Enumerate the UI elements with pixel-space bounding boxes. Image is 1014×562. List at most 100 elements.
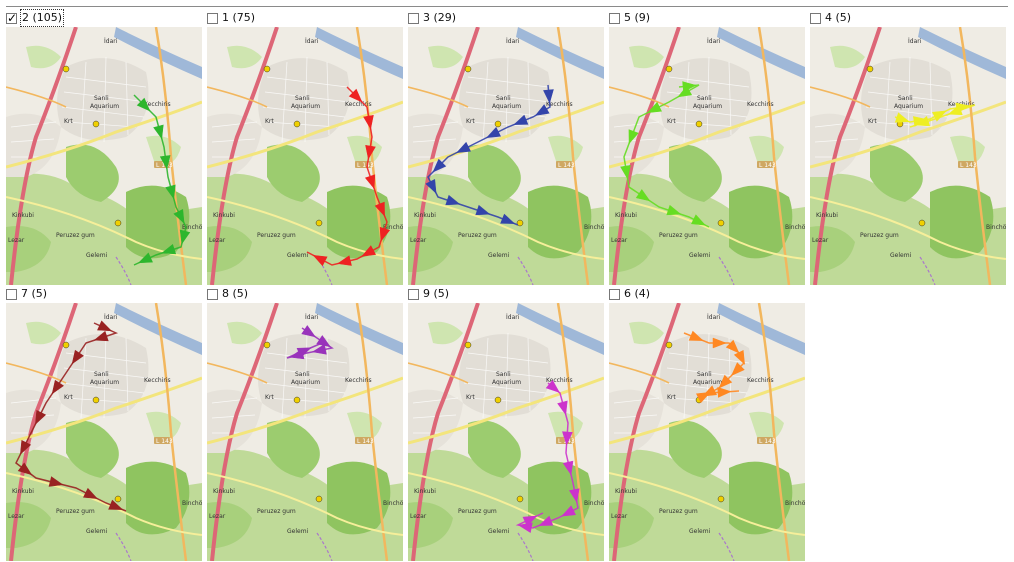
route-arrow <box>20 440 32 455</box>
panel-header[interactable]: 3 (29) <box>408 10 456 26</box>
svg-text:Krt: Krt <box>466 118 475 125</box>
svg-text:Sanli: Sanli <box>496 371 511 378</box>
svg-text:Gelemi: Gelemi <box>86 252 108 259</box>
svg-text:L 143: L 143 <box>759 438 776 445</box>
panel-checkbox[interactable] <box>609 12 620 24</box>
panel-checkbox[interactable] <box>609 288 620 300</box>
svg-text:Kecchiris: Kecchiris <box>144 101 171 108</box>
svg-text:Peruzez gum: Peruzez gum <box>257 232 296 239</box>
route-arrow <box>557 400 568 416</box>
route-panel[interactable]: 6 (4) L 143 İdari Sanli Aquarium Kecchir… <box>609 286 805 562</box>
svg-text:Krt: Krt <box>265 118 274 125</box>
route-panel[interactable]: 2 (105) L 143 İdari Sanli Aquarium Kecch… <box>6 9 202 286</box>
svg-text:Binchö: Binchö <box>182 224 202 231</box>
svg-text:Lezar: Lezar <box>410 513 427 520</box>
svg-text:İdari: İdari <box>707 38 721 45</box>
route-arrow <box>337 255 352 266</box>
map-thumbnail[interactable]: L 143 İdari Sanli Aquarium Kecchiris Krt… <box>408 303 604 561</box>
map-thumbnail[interactable]: L 143 İdari Sanli Aquarium Kecchiris Krt… <box>6 27 202 285</box>
route-arrow <box>628 129 639 145</box>
panel-header[interactable]: 1 (75) <box>207 10 255 26</box>
route-arrow <box>718 374 733 389</box>
svg-text:Binchö: Binchö <box>785 224 805 231</box>
route-panel[interactable]: 8 (5) L 143 İdari Sanli Aquarium Kecchir… <box>207 286 403 562</box>
panel-header[interactable]: 7 (5) <box>6 286 47 302</box>
svg-text:Kecchiris: Kecchiris <box>144 377 171 384</box>
route-arrow <box>647 101 662 113</box>
svg-text:Peruzez gum: Peruzez gum <box>458 508 497 515</box>
panel-header[interactable]: 6 (4) <box>609 286 650 302</box>
route-arrow <box>486 126 501 138</box>
svg-text:Peruzez gum: Peruzez gum <box>56 232 95 239</box>
panel-header[interactable]: 8 (5) <box>207 286 248 302</box>
route-arrow <box>725 339 740 354</box>
svg-text:İdari: İdari <box>506 314 520 321</box>
map-thumbnail[interactable]: L 143 İdari Sanli Aquarium Kecchiris Krt… <box>810 27 1006 285</box>
svg-text:Aquarium: Aquarium <box>693 379 722 386</box>
route-arrow <box>173 209 185 224</box>
map-thumbnail[interactable]: L 143 İdari Sanli Aquarium Kecchiris Krt… <box>207 27 403 285</box>
route-arrow <box>456 141 471 153</box>
route-arrow <box>374 201 385 217</box>
map-thumbnail[interactable]: L 143 İdari Sanli Aquarium Kecchiris Krt… <box>609 303 805 561</box>
route-arrow <box>159 155 171 170</box>
svg-text:Gelemi: Gelemi <box>287 528 309 535</box>
route-panel[interactable]: 1 (75) L 143 İdari Sanli Aquarium Kecchi… <box>207 10 403 286</box>
route-panel[interactable]: 4 (5) L 143 İdari Sanli Aquarium Kecchir… <box>810 10 1006 286</box>
map-thumbnail[interactable]: L 143 İdari Sanli Aquarium Kecchiris Krt… <box>207 303 403 561</box>
panel-checkbox[interactable] <box>408 288 419 300</box>
svg-text:L 143: L 143 <box>156 162 173 169</box>
route-arrow <box>688 330 704 341</box>
svg-text:Krt: Krt <box>667 394 676 401</box>
panel-checkbox[interactable] <box>207 288 218 300</box>
route-arrow <box>635 189 651 202</box>
panel-header[interactable]: 9 (5) <box>408 286 449 302</box>
panel-label: 4 (5) <box>825 11 852 24</box>
route-arrow <box>569 488 580 504</box>
panel-header[interactable]: 2 (105) <box>6 9 65 27</box>
panel-checkbox[interactable] <box>6 10 17 26</box>
route-panel[interactable]: 5 (9) L 143 İdari Sanli Aquarium Kecchir… <box>609 10 805 286</box>
panel-header[interactable]: 4 (5) <box>810 10 851 26</box>
route-panel[interactable]: 9 (5) L 143 İdari Sanli Aquarium Kecchir… <box>408 286 604 562</box>
svg-text:Lezar: Lezar <box>209 237 226 244</box>
svg-text:Sanli: Sanli <box>697 371 712 378</box>
map-thumbnail[interactable]: L 143 İdari Sanli Aquarium Kecchiris Krt… <box>609 27 805 285</box>
svg-text:Binchö: Binchö <box>785 500 805 507</box>
route-arrow <box>543 89 554 104</box>
svg-text:Peruzez gum: Peruzez gum <box>860 232 899 239</box>
svg-text:Kecchiris: Kecchiris <box>546 377 573 384</box>
panel-checkbox[interactable] <box>810 12 821 24</box>
svg-text:Kinkubi: Kinkubi <box>615 212 637 219</box>
svg-text:İdari: İdari <box>305 314 319 321</box>
route-arrow <box>691 214 706 226</box>
panel-checkbox[interactable] <box>207 12 218 24</box>
route-arrow <box>915 115 931 127</box>
route-arrow <box>561 505 576 517</box>
route-arrow <box>534 104 550 116</box>
route-arrow <box>365 144 376 160</box>
panel-checkbox[interactable] <box>6 288 17 300</box>
svg-text:Krt: Krt <box>64 118 73 125</box>
route-arrow <box>301 325 316 338</box>
svg-text:Aquarium: Aquarium <box>492 103 521 110</box>
svg-text:İdari: İdari <box>104 38 118 45</box>
route-arrow <box>717 387 732 398</box>
route-arrow <box>35 410 47 425</box>
route-panel[interactable]: 3 (29) L 143 İdari Sanli Aquarium Kecchi… <box>408 10 604 286</box>
svg-text:Peruzez gum: Peruzez gum <box>257 508 296 515</box>
panel-checkbox[interactable] <box>408 12 419 24</box>
svg-text:Sanli: Sanli <box>94 371 109 378</box>
map-thumbnail[interactable]: L 143 İdari Sanli Aquarium Kecchiris Krt… <box>6 303 202 561</box>
svg-text:Lezar: Lezar <box>8 237 25 244</box>
route-panel[interactable]: 7 (5) L 143 İdari Sanli Aquarium Kecchir… <box>6 286 202 562</box>
map-thumbnail[interactable]: L 143 İdari Sanli Aquarium Kecchiris Krt… <box>408 27 604 285</box>
svg-text:Aquarium: Aquarium <box>894 103 923 110</box>
svg-text:Lezar: Lezar <box>611 513 628 520</box>
svg-text:Binchö: Binchö <box>584 500 604 507</box>
svg-text:L 143: L 143 <box>960 162 977 169</box>
route-arrow <box>161 243 177 255</box>
route-arrow <box>425 179 437 194</box>
panel-header[interactable]: 5 (9) <box>609 10 650 26</box>
svg-text:Kinkubi: Kinkubi <box>414 488 436 495</box>
